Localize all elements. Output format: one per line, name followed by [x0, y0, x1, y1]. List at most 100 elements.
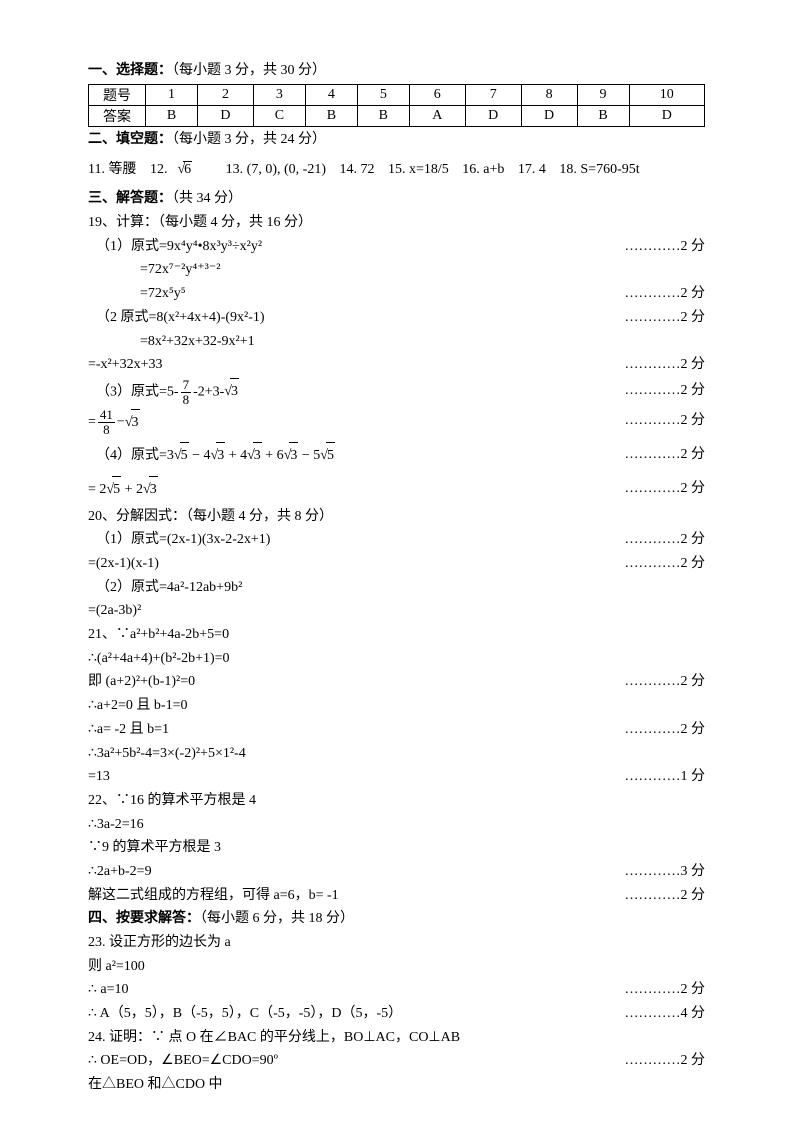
table-cell: 10 [629, 84, 704, 105]
expr: ∴2a+b-2=9 [88, 864, 152, 879]
expr: − 5 [298, 448, 320, 463]
section1-subtitle: （每小题 3 分，共 30 分） [172, 63, 326, 78]
table-cell: 3 [253, 84, 305, 105]
marks: …………2 分 [625, 378, 706, 405]
expr: − 4 [189, 448, 211, 463]
radicand: 5 [326, 442, 335, 470]
fraction: 78 [181, 378, 192, 406]
q24-l1: 24. 证明：∵ 点 O 在∠BAC 的平分线上，BO⊥AC，CO⊥AB [88, 1027, 705, 1049]
expr: + 2 [121, 482, 143, 497]
q19-4-l1: （4）原式=35 − 43 + 43 + 63 − 55 …………2 分 [88, 442, 705, 470]
denominator: 8 [181, 393, 192, 407]
sqrt-icon: 5 [320, 442, 335, 470]
denominator: 8 [98, 423, 115, 437]
numerator: 41 [98, 408, 115, 423]
q21-l7: =13 …………1 分 [88, 766, 705, 788]
expr: ∴ A（5，5），B（-5，5），C（-5，-5），D（5，-5） [88, 1006, 402, 1021]
section1-title: 一、选择题： [88, 63, 172, 78]
fill-in-answers: 11. 等腰 12.6 13. (7, 0), (0, -21) 14. 72 … [88, 158, 705, 178]
q18: 18. S=760-95t [559, 162, 639, 177]
q19-2-l1: （2 原式=8(x²+4x+4)-(9x²-1) …………2 分 [88, 307, 705, 329]
q19-3-l2: =418−3 …………2 分 [88, 408, 705, 436]
marks: …………2 分 [625, 719, 706, 741]
q21-l6: ∴3a²+5b²-4=3×(-2)²+5×1²-4 [88, 743, 705, 765]
marks: …………2 分 [625, 553, 706, 575]
sqrt-icon: 3 [125, 409, 140, 437]
section1-header: 一、选择题：（每小题 3 分，共 30 分） [88, 60, 705, 82]
section4-subtitle: （每小题 6 分，共 18 分） [200, 911, 354, 926]
q19-header: 19、计算：（每小题 4 分，共 16 分） [88, 212, 705, 234]
marks: …………2 分 [625, 529, 706, 551]
q20-l1: （1）原式=(2x-1)(3x-2-2x+1) …………2 分 [88, 529, 705, 551]
table-header-label: 题号 [89, 84, 146, 105]
marks: …………2 分 [625, 442, 706, 469]
section3-subtitle: （共 34 分） [172, 191, 242, 206]
section3-header: 三、解答题：（共 34 分） [88, 188, 705, 210]
q16: 16. a+b [462, 162, 504, 177]
table-cell: A [409, 105, 465, 126]
expr: =(2x-1)(x-1) [88, 556, 159, 571]
table-cell: 6 [409, 84, 465, 105]
table-cell: 1 [146, 84, 198, 105]
table-cell: 7 [465, 84, 521, 105]
expr: = 2 [88, 482, 106, 497]
section3-title: 三、解答题： [88, 191, 172, 206]
expr: − [117, 415, 125, 430]
q12-prefix: 12. [150, 162, 168, 177]
marks: …………2 分 [625, 236, 706, 258]
q15: 15. x=18/5 [388, 162, 449, 177]
q19-3-l1: （3）原式=5-78-2+3- 3 …………2 分 [88, 378, 705, 406]
q17: 17. 4 [518, 162, 546, 177]
expr: + 6 [262, 448, 284, 463]
q23-l3: ∴ a=10 …………2 分 [88, 979, 705, 1001]
q19-1-l1: （1）原式=9x⁴y⁴•8x³y³÷x²y² …………2 分 [88, 236, 705, 258]
q19-1-l2: =72x⁷⁻²y⁴⁺³⁻² [88, 259, 705, 281]
radicand: 3 [149, 476, 158, 504]
q21-l4: ∴a+2=0 且 b-1=0 [88, 695, 705, 717]
q21-l5: ∴a= -2 且 b=1 …………2 分 [88, 719, 705, 741]
q22-l1: 22、∵16 的算术平方根是 4 [88, 790, 705, 812]
expr: （3）原式=5- [96, 384, 179, 399]
marks: …………2 分 [625, 885, 706, 907]
q24-l3: 在△BEO 和△CDO 中 [88, 1074, 705, 1096]
expr: = [88, 415, 96, 430]
q12: 12.6 [150, 162, 216, 177]
expr: ∴ a=10 [88, 982, 129, 997]
expr: =-x²+32x+33 [88, 357, 163, 372]
table-cell: C [253, 105, 305, 126]
radicand: 3 [131, 409, 140, 437]
table-row: 题号 1 2 3 4 5 6 7 8 9 10 [89, 84, 705, 105]
sqrt-icon: 3 [224, 378, 239, 406]
q20-l2: =(2x-1)(x-1) …………2 分 [88, 553, 705, 575]
q20-header: 20、分解因式：（每小题 4 分，共 8 分） [88, 506, 705, 528]
table-cell: D [465, 105, 521, 126]
q22-l2: ∴3a-2=16 [88, 814, 705, 836]
table-cell: 5 [357, 84, 409, 105]
radicand: 6 [183, 161, 192, 178]
radicand: 3 [253, 442, 262, 470]
q19-1-l3: =72x⁵y⁵ …………2 分 [88, 283, 705, 305]
expr: （1）原式=(2x-1)(3x-2-2x+1) [96, 532, 270, 547]
marks: …………2 分 [625, 979, 706, 1001]
radicand: 3 [230, 378, 239, 406]
section4-header: 四、按要求解答：（每小题 6 分，共 18 分） [88, 908, 705, 930]
table-cell: 2 [197, 84, 253, 105]
marks: …………3 分 [625, 861, 706, 883]
q19-2-l2: =8x²+32x+32-9x²+1 [88, 331, 705, 353]
expr: =72x⁵y⁵ [140, 286, 186, 301]
answer-table: 题号 1 2 3 4 5 6 7 8 9 10 答案 B D C B B A D… [88, 84, 705, 127]
expr: =13 [88, 769, 110, 784]
q21-l2: ∴(a²+4a+4)+(b²-2b+1)=0 [88, 648, 705, 670]
sqrt-icon: 3 [247, 442, 262, 470]
sqrt-icon: 5 [106, 476, 121, 504]
section2-subtitle: （每小题 3 分，共 24 分） [172, 132, 326, 147]
expr: -2+3- [193, 384, 224, 399]
q23-l1: 23. 设正方形的边长为 a [88, 932, 705, 954]
q20-l4: =(2a-3b)² [88, 600, 705, 622]
q14: 14. 72 [339, 162, 374, 177]
marks: …………1 分 [625, 766, 706, 788]
numerator: 7 [181, 378, 192, 393]
q22-l4: ∴2a+b-2=9 …………3 分 [88, 861, 705, 883]
q21-l1: 21、∵a²+b²+4a-2b+5=0 [88, 624, 705, 646]
section2-title: 二、填空题： [88, 132, 172, 147]
